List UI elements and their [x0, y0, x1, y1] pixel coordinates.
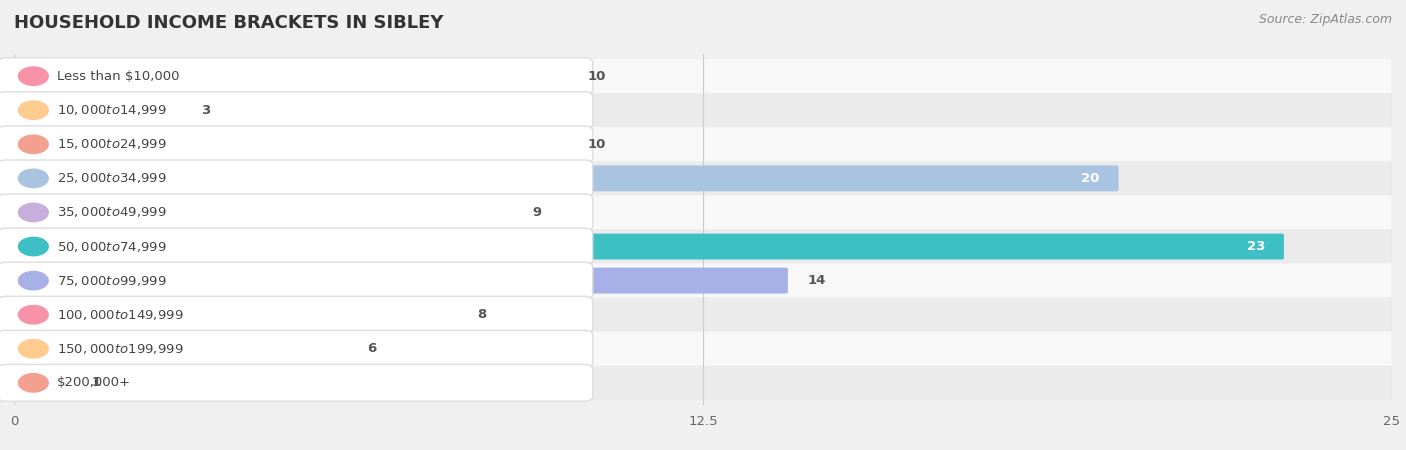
Text: $200,000+: $200,000+	[58, 376, 131, 389]
Circle shape	[18, 67, 48, 86]
Text: 8: 8	[477, 308, 486, 321]
FancyBboxPatch shape	[11, 166, 1119, 191]
Text: 1: 1	[91, 376, 100, 389]
Text: $15,000 to $24,999: $15,000 to $24,999	[58, 137, 167, 151]
FancyBboxPatch shape	[11, 302, 457, 328]
Circle shape	[18, 101, 48, 119]
Text: 14: 14	[807, 274, 827, 287]
FancyBboxPatch shape	[11, 131, 568, 157]
FancyBboxPatch shape	[14, 366, 1392, 400]
Text: 10: 10	[588, 70, 606, 83]
FancyBboxPatch shape	[11, 370, 72, 396]
FancyBboxPatch shape	[0, 92, 593, 129]
FancyBboxPatch shape	[0, 262, 593, 299]
Circle shape	[18, 340, 48, 358]
Circle shape	[18, 306, 48, 324]
Text: 9: 9	[531, 206, 541, 219]
Circle shape	[18, 374, 48, 392]
FancyBboxPatch shape	[0, 126, 593, 163]
Circle shape	[18, 135, 48, 153]
Text: $100,000 to $149,999: $100,000 to $149,999	[58, 308, 184, 322]
FancyBboxPatch shape	[14, 332, 1392, 366]
FancyBboxPatch shape	[14, 230, 1392, 264]
Text: $10,000 to $14,999: $10,000 to $14,999	[58, 103, 167, 117]
FancyBboxPatch shape	[0, 364, 593, 401]
Text: Source: ZipAtlas.com: Source: ZipAtlas.com	[1258, 14, 1392, 27]
FancyBboxPatch shape	[0, 58, 593, 94]
FancyBboxPatch shape	[0, 296, 593, 333]
Text: $50,000 to $74,999: $50,000 to $74,999	[58, 239, 167, 253]
Text: $35,000 to $49,999: $35,000 to $49,999	[58, 206, 167, 220]
FancyBboxPatch shape	[14, 297, 1392, 332]
FancyBboxPatch shape	[11, 63, 568, 89]
Circle shape	[18, 237, 48, 256]
Circle shape	[18, 271, 48, 290]
FancyBboxPatch shape	[14, 264, 1392, 297]
FancyBboxPatch shape	[14, 162, 1392, 195]
Text: HOUSEHOLD INCOME BRACKETS IN SIBLEY: HOUSEHOLD INCOME BRACKETS IN SIBLEY	[14, 14, 443, 32]
Circle shape	[18, 169, 48, 188]
FancyBboxPatch shape	[11, 199, 512, 225]
Text: 10: 10	[588, 138, 606, 151]
Text: $150,000 to $199,999: $150,000 to $199,999	[58, 342, 184, 356]
FancyBboxPatch shape	[11, 336, 347, 362]
Text: 23: 23	[1247, 240, 1265, 253]
FancyBboxPatch shape	[11, 97, 181, 123]
Text: $75,000 to $99,999: $75,000 to $99,999	[58, 274, 167, 288]
FancyBboxPatch shape	[11, 268, 787, 293]
FancyBboxPatch shape	[14, 195, 1392, 230]
FancyBboxPatch shape	[0, 228, 593, 265]
FancyBboxPatch shape	[14, 93, 1392, 127]
FancyBboxPatch shape	[14, 59, 1392, 93]
Text: Less than $10,000: Less than $10,000	[58, 70, 180, 83]
FancyBboxPatch shape	[0, 330, 593, 367]
Text: $25,000 to $34,999: $25,000 to $34,999	[58, 171, 167, 185]
Text: 20: 20	[1081, 172, 1099, 185]
FancyBboxPatch shape	[14, 127, 1392, 162]
FancyBboxPatch shape	[0, 194, 593, 231]
FancyBboxPatch shape	[11, 234, 1284, 260]
Circle shape	[18, 203, 48, 222]
Text: 6: 6	[367, 342, 375, 355]
Text: 3: 3	[201, 104, 211, 117]
FancyBboxPatch shape	[0, 160, 593, 197]
